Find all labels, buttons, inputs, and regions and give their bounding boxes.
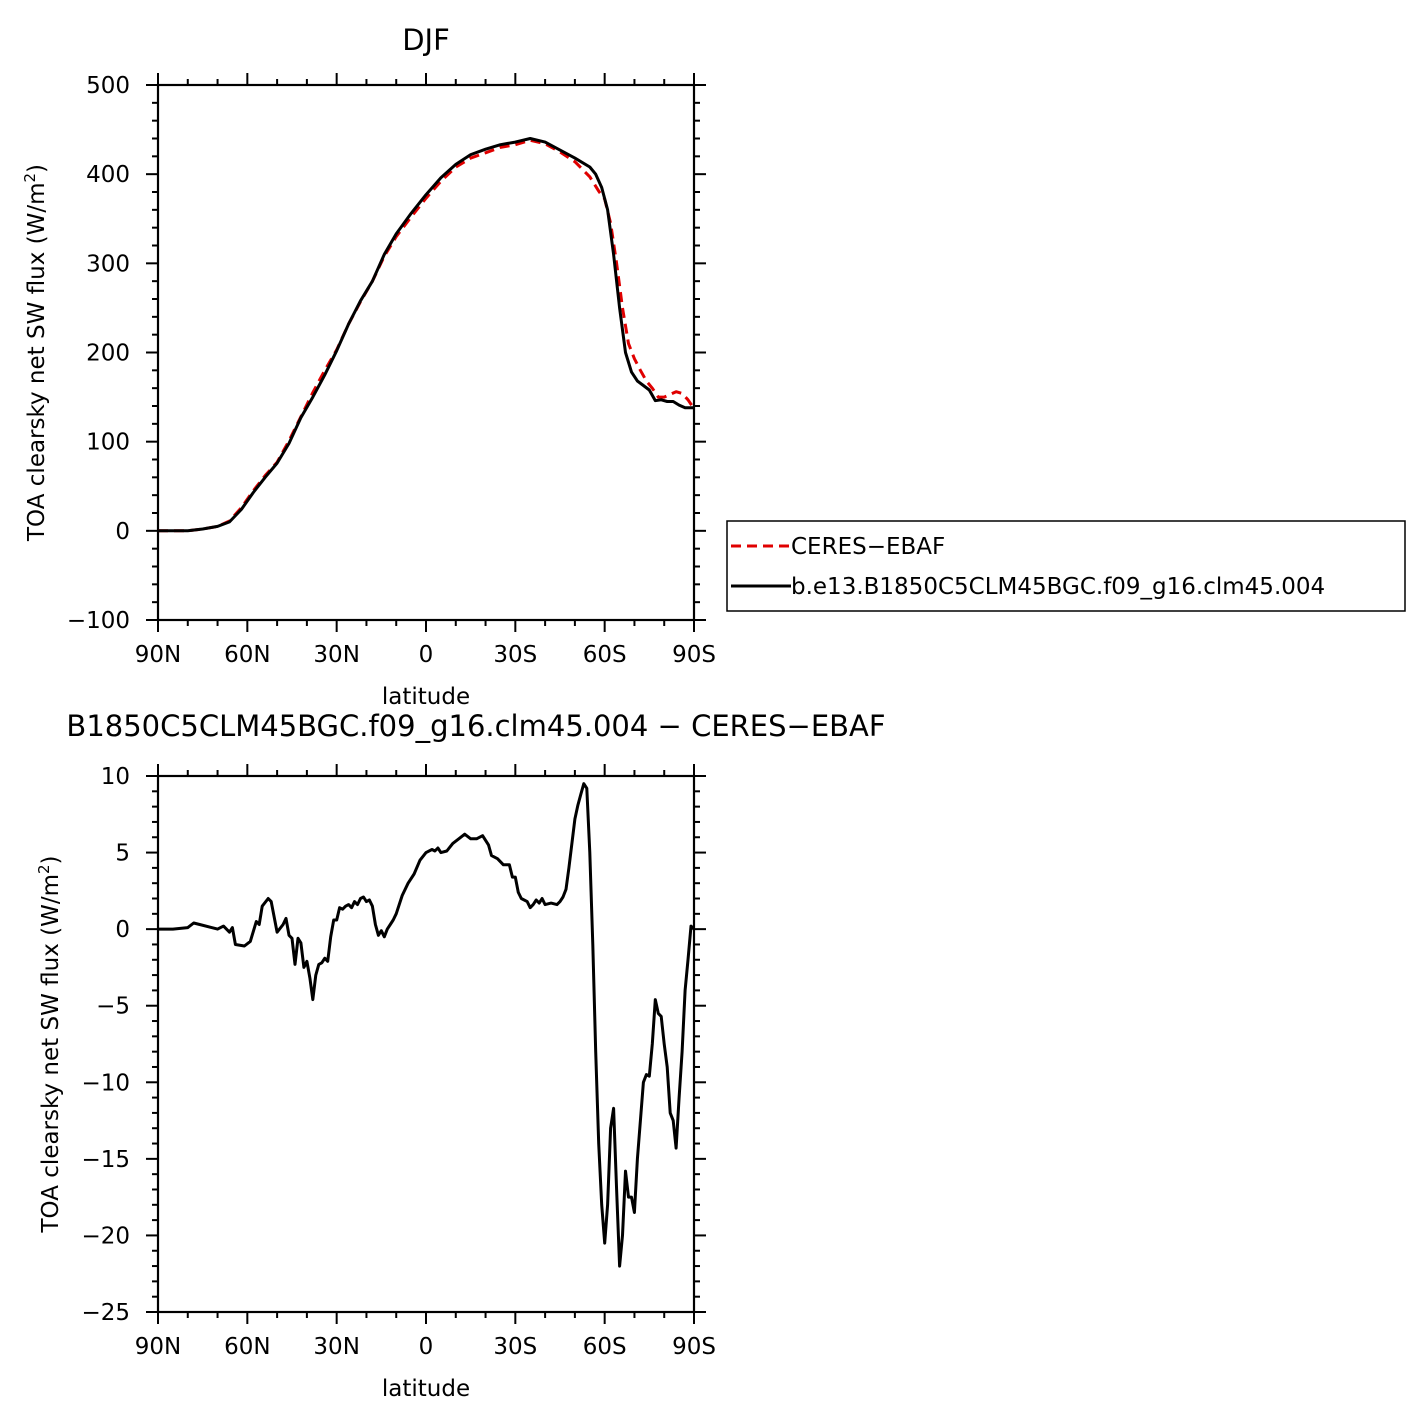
- series-line-model: [158, 137, 694, 533]
- y-axis-label-close: ): [38, 855, 64, 864]
- y-tick-label: 0: [115, 519, 130, 545]
- series-line-ceres-ebaf: [158, 138, 696, 533]
- y-tick-label: −10: [81, 1070, 130, 1096]
- y-tick-label: −20: [81, 1223, 130, 1249]
- y-tick-label: 0: [115, 917, 130, 943]
- y-tick-label: 500: [86, 73, 130, 99]
- y-axis-label-superscript: 2: [35, 864, 53, 874]
- y-axis-label-close: ): [24, 164, 50, 173]
- x-tick-label: 90S: [672, 642, 716, 668]
- legend-label: CERES−EBAF: [791, 534, 945, 560]
- x-tick-label: 90N: [135, 642, 181, 668]
- x-tick-label: 60S: [583, 642, 627, 668]
- x-axis-label: latitude: [382, 1376, 470, 1402]
- y-tick-label: −100: [67, 608, 130, 634]
- series-line-difference: [158, 782, 696, 1268]
- y-tick-label: 300: [86, 251, 130, 277]
- x-tick-label: 90N: [135, 1334, 181, 1360]
- legend: CERES−EBAF b.e13.B1850C5CLM45BGC.f09_g16.…: [726, 520, 1406, 612]
- x-tick-label: 90S: [672, 1334, 716, 1360]
- legend-box: [726, 520, 1406, 612]
- y-tick-label: −5: [96, 994, 130, 1020]
- y-axis-label: TOA clearsky net SW flux (W/m2): [21, 164, 50, 542]
- y-tick-label: 5: [115, 841, 130, 867]
- y-tick-label: 200: [86, 341, 130, 367]
- x-tick-label: 60N: [224, 642, 270, 668]
- x-tick-label: 30N: [313, 1334, 359, 1360]
- plot-frame: [156, 83, 696, 622]
- x-tick-label: 60N: [224, 1334, 270, 1360]
- y-axis-label-text: TOA clearsky net SW flux (W/m: [38, 874, 64, 1234]
- y-tick-label: 100: [86, 430, 130, 456]
- chart-title: DJF: [402, 23, 450, 57]
- y-axis-label-superscript: 2: [21, 173, 39, 183]
- y-tick-label: 400: [86, 162, 130, 188]
- y-axis-label-text: TOA clearsky net SW flux (W/m: [24, 183, 50, 543]
- plot-frame: [156, 774, 696, 1314]
- top-panel-djf-flux: DJF latitude TOA clearsky net SW flux (W/m…: [21, 23, 716, 710]
- x-tick-label: 30N: [313, 642, 359, 668]
- y-tick-label: 10: [101, 764, 130, 790]
- x-tick-label: 0: [419, 642, 434, 668]
- x-tick-label: 30S: [493, 1334, 537, 1360]
- legend-label: b.e13.B1850C5CLM45BGC.f09_g16.clm45.004: [791, 574, 1325, 600]
- y-axis-label: TOA clearsky net SW flux (W/m2): [35, 855, 64, 1233]
- bottom-panel-difference: B1850C5CLM45BGC.f09_g16.clm45.004 − CERE…: [35, 709, 886, 1402]
- x-tick-label: 30S: [493, 642, 537, 668]
- y-tick-label: −15: [81, 1147, 130, 1173]
- chart-title: B1850C5CLM45BGC.f09_g16.clm45.004 − CERE…: [66, 709, 885, 743]
- x-tick-label: 0: [419, 1334, 434, 1360]
- x-tick-label: 60S: [583, 1334, 627, 1360]
- y-tick-label: −25: [81, 1300, 130, 1326]
- x-axis-label: latitude: [382, 684, 470, 710]
